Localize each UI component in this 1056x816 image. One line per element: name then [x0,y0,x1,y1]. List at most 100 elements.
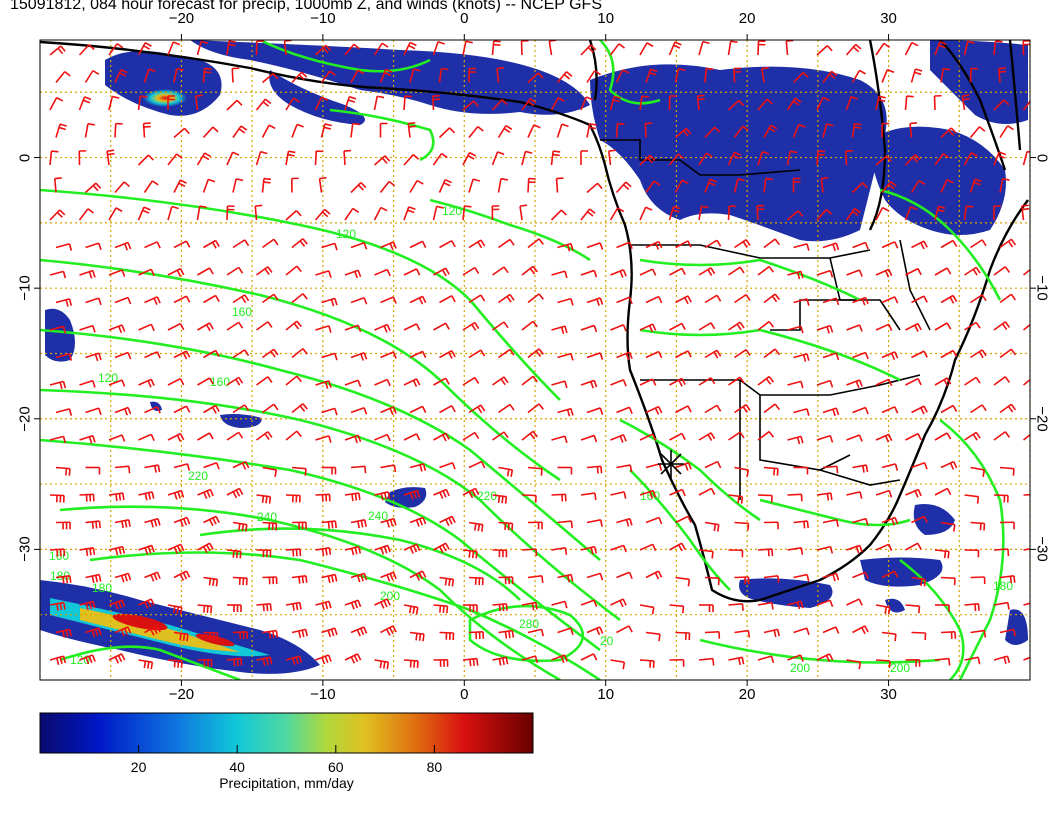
wind-barb [609,207,625,221]
wind-barb [492,656,509,666]
contour-label: 220 [477,489,497,503]
wind-barb [786,210,804,221]
wind-barb [905,488,922,498]
wind-barb [380,296,397,304]
wind-barb [350,241,368,250]
wind-barb [468,349,486,359]
wind-barb [291,574,308,584]
wind-barb [963,205,974,221]
wind-barb [639,323,657,333]
wind-barb [698,487,716,496]
wind-barb [787,654,804,662]
wind-barb [196,205,207,221]
wind-barb [557,573,574,583]
wind-barb [728,266,745,276]
wind-barb [79,654,96,665]
wind-barb [173,67,184,83]
contour-line [699,638,941,664]
wind-barb [675,631,691,641]
wind-barb [645,631,661,642]
wind-barb [521,265,538,276]
wind-barb [607,149,616,166]
wind-barb [519,204,528,221]
wind-barb [816,45,833,56]
wind-barb [822,519,839,527]
wind-barb [639,95,649,111]
wind-barb [910,68,923,83]
wind-barb [816,492,833,501]
wind-barb [669,267,686,276]
wind-barb [138,323,155,332]
wind-barb [934,153,950,166]
wind-barb [49,548,66,557]
wind-barb [909,122,918,138]
wind-barb [816,269,834,278]
wind-barb [468,294,486,304]
wind-barb [403,206,416,221]
wind-barb [468,521,484,532]
wind-barb [905,542,922,551]
contour-line [879,188,1002,301]
wind-barb [586,70,601,83]
wind-barb [344,324,362,333]
wind-barb [551,600,568,609]
wind-barb [645,350,663,359]
wind-barb [79,269,96,279]
wind-barb [144,351,161,359]
wind-barb [911,515,928,524]
wind-barb [114,465,131,474]
wind-barb [255,40,264,56]
wind-barb [173,463,191,471]
wind-barb [639,489,657,499]
wind-barb [343,149,352,166]
wind-barb [616,625,633,634]
wind-barb [875,323,893,332]
wind-barb [875,378,893,387]
wind-barb [969,178,982,193]
wind-barb [462,100,479,111]
wind-barb [580,545,598,555]
wind-barb [403,433,421,441]
wind-barb [704,126,721,139]
wind-barb [285,430,302,441]
wind-barb [639,42,654,56]
wind-barb [138,433,155,442]
wind-barb [961,94,970,111]
wind-barb [644,122,653,138]
wind-barb [374,323,391,333]
wind-barb [934,549,950,559]
wind-barb [875,433,893,443]
wind-barb [733,67,742,83]
wind-barb [557,242,574,252]
wind-barb [934,377,952,387]
wind-barb [668,153,685,166]
wind-barb [557,520,573,529]
wind-barb [586,182,603,194]
wind-barb [846,659,862,670]
wind-barb [232,404,250,414]
wind-barb [256,656,273,666]
wind-barb [138,598,155,609]
wind-barb [226,549,242,559]
wind-barb [491,99,508,111]
wind-barb [262,348,279,359]
contour-line [199,527,521,601]
contour-labels: 120 160 120 160 220 240 240 220 200 280 160 180 180 2… [49,204,1013,675]
wind-barb [734,576,750,585]
wind-barb [964,431,981,441]
wind-barb [403,268,421,276]
wind-barb [964,656,981,665]
wind-barb [521,601,538,611]
wind-barb [844,149,853,166]
wind-barb [616,241,633,250]
wind-barb [734,466,750,477]
wind-barb [320,70,336,83]
wind-barb [527,124,541,138]
wind-barb [845,43,862,56]
wind-barb [55,298,73,307]
wind-barb [698,322,716,331]
wind-barb [734,404,751,414]
wind-barb [254,204,263,221]
wind-barb [1022,150,1030,166]
wind-barb [49,325,67,334]
